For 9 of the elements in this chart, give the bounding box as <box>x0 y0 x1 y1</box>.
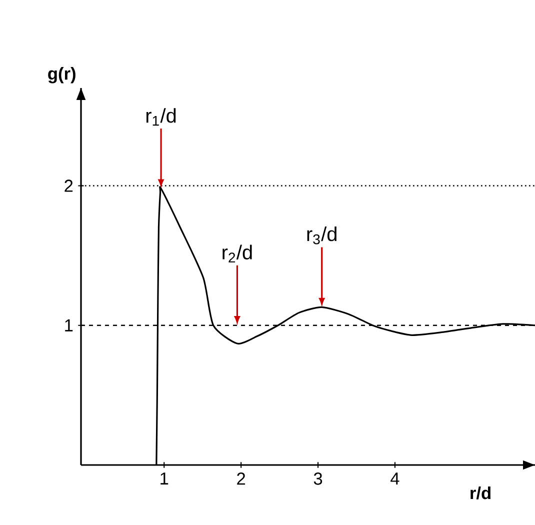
x-tick-label: 2 <box>237 472 245 485</box>
x-tick-label: 4 <box>390 472 400 484</box>
y-axis-title: g(r) <box>48 67 76 84</box>
annotation: r$_{3}$/d <box>307 226 336 244</box>
annotation: r$_{2}$/d <box>222 244 252 262</box>
annotation: r$_{1}$/d <box>146 108 176 126</box>
x-axis-title: r/d <box>470 486 490 500</box>
x-tick-label: 3 <box>314 472 322 485</box>
x-tick-label: 1 <box>160 472 168 484</box>
